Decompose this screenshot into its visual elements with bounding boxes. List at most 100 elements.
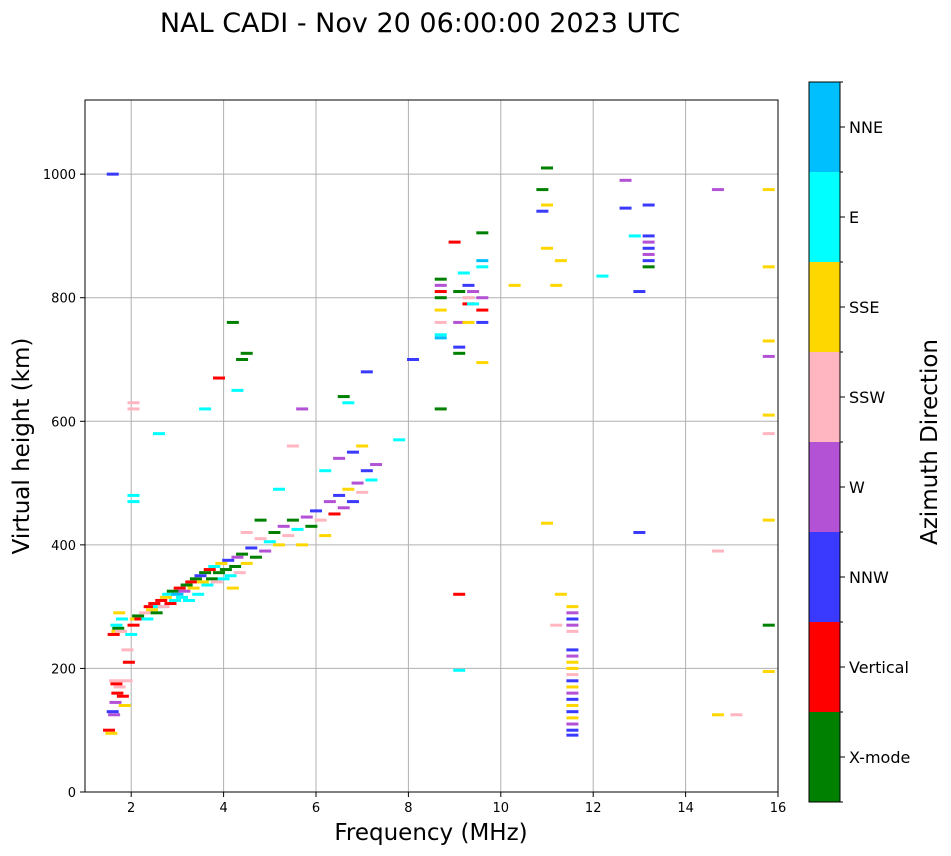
y-tick-label: 800 [51, 292, 76, 307]
echo-point [342, 487, 355, 491]
echo-point [566, 691, 579, 695]
echo-point [171, 592, 184, 596]
echo-point [566, 679, 579, 683]
echo-point [541, 166, 553, 170]
echo-point [106, 172, 119, 176]
echo-point [112, 626, 125, 630]
echo-point [314, 518, 327, 522]
echo-point [566, 710, 579, 714]
colorbar-segment [809, 442, 840, 532]
echo-point [185, 580, 198, 584]
echo-point [434, 296, 447, 300]
echo-point [118, 704, 131, 707]
echo-point [120, 679, 133, 683]
x-tick-label: 8 [404, 801, 412, 816]
echo-point [108, 713, 121, 717]
azimuth-colorbar: X-mode Vertical NNW W SSW SSE E NNE [809, 81, 910, 803]
echo-point [566, 704, 579, 707]
colorbar-segment [809, 622, 840, 712]
echo-point [434, 308, 447, 312]
echo-point [226, 586, 239, 590]
echo-point [109, 700, 122, 704]
echo-point [125, 632, 138, 636]
echo-point [127, 500, 140, 504]
echo-point [115, 617, 128, 621]
echo-point [282, 534, 295, 538]
echo-point [642, 259, 655, 263]
echo-point [642, 203, 655, 207]
echo-point [305, 524, 318, 528]
echo-point [116, 694, 129, 698]
y-axis-label: Virtual height (km) [9, 338, 35, 555]
echo-point [541, 246, 553, 250]
echo-point [148, 602, 161, 606]
echo-point [328, 512, 341, 516]
echo-point [286, 444, 299, 448]
echo-point [536, 188, 549, 192]
echo-point [152, 432, 165, 436]
echo-point [762, 518, 775, 522]
colorbar-label: E [849, 208, 859, 227]
echo-point [310, 509, 322, 513]
colorbar-segment [809, 172, 840, 262]
echo-point [360, 370, 373, 374]
echo-point [642, 234, 655, 238]
echo-point [178, 589, 191, 593]
y-tick-label: 400 [51, 539, 76, 554]
echo-point [566, 716, 579, 720]
echo-point [711, 549, 724, 553]
echo-point [319, 534, 332, 538]
echo-point [157, 605, 170, 609]
echo-point [296, 407, 309, 411]
echo-point [476, 361, 489, 365]
echo-point [110, 682, 123, 686]
echo-point [286, 518, 299, 522]
echo-point [566, 697, 579, 701]
echo-point [554, 592, 567, 596]
echo-point [762, 265, 775, 269]
plot-area-frame [84, 99, 779, 793]
echo-point [566, 623, 579, 627]
echo-point [150, 611, 163, 615]
echo-point [162, 592, 175, 596]
echo-point [448, 240, 461, 244]
echo-point [231, 388, 244, 392]
echo-point [642, 252, 655, 256]
echo-point [212, 571, 225, 575]
echo-point [633, 531, 646, 534]
colorbar-segment [809, 262, 840, 352]
echo-point [596, 274, 609, 278]
colorbar-label: W [849, 478, 865, 497]
echo-point [762, 413, 775, 417]
echo-point [566, 733, 579, 737]
echo-point [365, 478, 378, 482]
echo-point [476, 259, 489, 263]
echo-point [166, 589, 179, 593]
echo-point [453, 345, 466, 349]
y-tick-label: 1000 [43, 168, 76, 183]
echo-point [229, 564, 242, 568]
echo-point [619, 206, 632, 210]
echo-point [337, 395, 350, 399]
echo-point [107, 632, 120, 636]
echo-point [110, 623, 123, 627]
echo-point [566, 648, 579, 652]
echo-point [300, 515, 313, 519]
echo-point [457, 271, 470, 275]
echo-point [273, 487, 286, 491]
x-axis-label: Frequency (MHz) [334, 820, 527, 846]
echo-point [434, 336, 447, 340]
y-axis-ticks: 0 200 400 600 800 1000 [43, 168, 85, 801]
echo-point [113, 611, 126, 615]
echo-point [762, 670, 775, 674]
echo-point [356, 444, 369, 448]
echo-point [196, 580, 209, 584]
echo-point [467, 290, 480, 294]
echo-point [730, 713, 743, 717]
echo-point [231, 555, 244, 559]
echo-point [159, 595, 172, 599]
echo-point [254, 537, 267, 541]
echo-point [762, 354, 775, 358]
echo-point [541, 521, 553, 525]
